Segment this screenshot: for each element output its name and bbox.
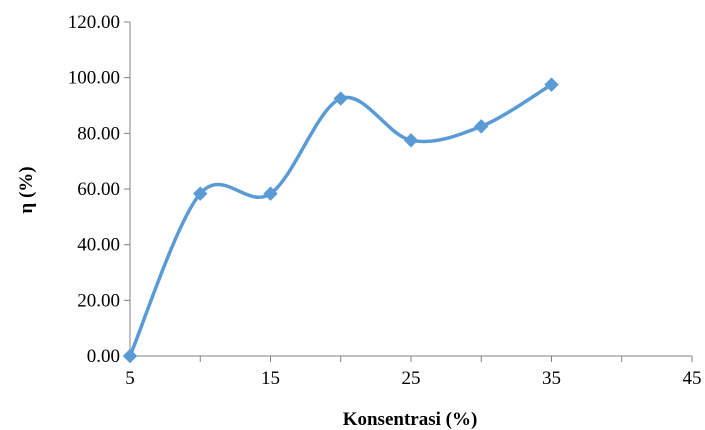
y-tick-label: 40.00 — [77, 235, 120, 256]
y-tick-label: 20.00 — [77, 290, 120, 311]
data-point-marker — [544, 77, 559, 92]
y-tick-label: 0.00 — [87, 346, 120, 367]
series-layer — [122, 77, 559, 364]
y-tick-label: 80.00 — [77, 123, 120, 144]
y-tick-label: 120.00 — [68, 12, 120, 33]
chart-axes: 0.00 20.00 40.00 60.00 80.00 100.00 120.00 5 15 2… — [68, 12, 702, 389]
x-tick-label: 15 — [261, 368, 280, 389]
x-tick-label: 5 — [125, 368, 135, 389]
x-tick-label: 25 — [402, 368, 421, 389]
y-tick-label: 60.00 — [77, 179, 120, 200]
data-point-marker — [263, 186, 278, 201]
y-tick-label: 100.00 — [68, 68, 120, 89]
data-point-marker — [474, 119, 489, 134]
series-line — [128, 83, 553, 357]
x-tick-label: 45 — [683, 368, 702, 389]
data-point-marker — [403, 133, 419, 148]
data-point-marker — [122, 348, 138, 364]
x-axis-title: Konsentrasi (%) — [343, 409, 478, 430]
x-tick-label: 35 — [542, 368, 561, 389]
data-point-marker — [333, 91, 348, 106]
data-point-marker — [193, 186, 208, 201]
y-axis-title: η (%) — [16, 166, 37, 213]
